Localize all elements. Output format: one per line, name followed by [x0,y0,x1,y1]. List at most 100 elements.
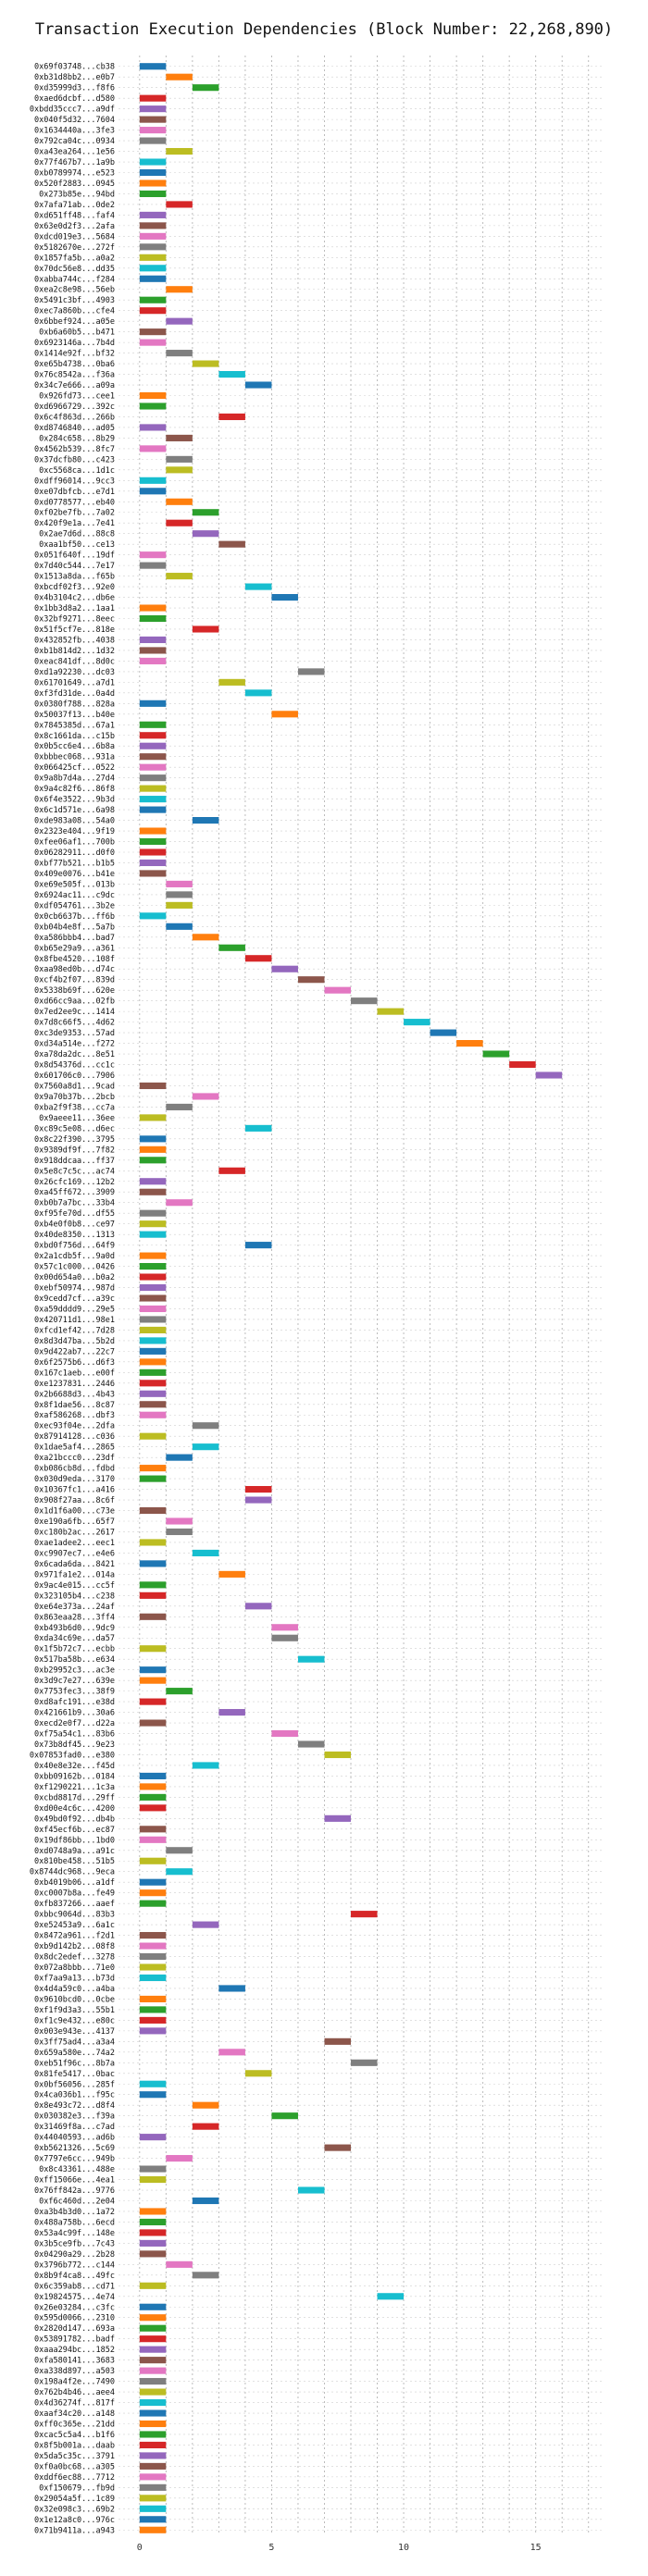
y-tick-label: 0x1f5b72c7...ecbb [34,1645,115,1654]
transaction-bar [139,2431,167,2438]
transaction-bar [166,2260,193,2268]
transaction-bar [166,573,193,580]
transaction-bar [139,1432,167,1440]
y-tick-label: 0xa78da2dc...8e51 [34,1050,115,1059]
transaction-bar [244,689,272,697]
x-tick-label: 5 [268,2543,274,2553]
transaction-bar [139,796,167,803]
y-tick-label: 0x49bd0f92...db4b [34,1814,115,1824]
transaction-bar [139,753,167,761]
y-tick-label: 0xc0007b8a...fe49 [34,1889,115,1899]
y-tick-label: 0x030d9eda...3170 [34,1475,115,1484]
y-tick-label: 0x40de8350...1313 [34,1231,115,1240]
y-tick-label: 0xf150679...fb9d [39,2483,115,2493]
transaction-bar [139,562,167,569]
y-tick-label: 0xba2f9f38...cc7a [34,1103,115,1112]
transaction-bar [139,211,167,218]
transaction-bar [139,127,167,134]
y-tick-label: 0x50037f13...b40e [34,711,115,720]
y-tick-label: 0x81fe5417...0bac [34,2070,115,2079]
y-tick-label: 0x61701649...a7d1 [34,678,115,687]
transaction-bar [166,1103,193,1110]
transaction-bar [166,286,193,293]
y-tick-label: 0x40e8e32e...f45d [34,1762,115,1771]
y-tick-label: 0x51f5cf7e...818e [34,625,115,635]
y-tick-label: 0xd00e4c6c...4200 [34,1804,115,1814]
transaction-bar [139,1719,167,1727]
transaction-bar [139,2134,167,2141]
transaction-bar [139,2398,167,2407]
y-tick-label: 0xb493b6d0...9dc9 [34,1624,115,1633]
y-tick-label: 0xa338d897...a503 [34,2367,115,2376]
y-tick-label: 0xec93f04e...2dfa [34,1422,115,1431]
transaction-bar [271,1624,298,1631]
y-tick-label: 0x517ba58b...e634 [34,1655,115,1665]
transaction-bar [139,222,167,229]
transaction-bar [244,2070,272,2077]
transaction-bar [139,1411,167,1418]
y-tick-label: 0x8e493c72...d8f4 [34,2101,115,2111]
transaction-bar [139,1231,167,1238]
transaction-bar [139,1666,167,1674]
grid [118,56,602,2535]
transaction-bar [324,2144,352,2151]
y-tick-label: 0xe1237831...2446 [34,1380,115,1389]
y-tick-label: 0xb4019b06...a1df [34,1878,115,1888]
y-tick-label: 0x863eaa28...3ff4 [34,1613,115,1622]
y-tick-label: 0x6c1d571e...6a98 [34,806,115,815]
transaction-bar [404,1019,430,1026]
transaction-bar [139,859,167,867]
y-tick-label: 0xd0748a9a...a91c [34,1847,115,1856]
transaction-bar [139,2420,167,2428]
transaction-bar [139,1146,167,1153]
y-tick-label: 0x8c43361...488e [39,2165,115,2174]
y-tick-label: 0x7797e6cc...949b [34,2155,115,2164]
y-tick-label: 0x4562b539...8fc7 [34,445,115,454]
y-tick-label: 0x198a4f2e...7490 [34,2378,115,2387]
transaction-bar [139,604,167,612]
transaction-bar [139,232,167,240]
y-tick-label: 0x57c1c000...0426 [34,1263,115,1272]
transaction-bar [139,1188,167,1195]
transaction-bar [139,2303,167,2310]
transaction-bar [139,1698,167,1705]
y-tick-label: 0x04290a29...2b28 [34,2250,115,2260]
y-tick-label: 0x63e0d2f3...2afa [34,222,115,231]
y-tick-label: 0x37dcfb80...c423 [34,455,115,464]
transaction-bar [297,2186,325,2194]
transaction-bar [139,1889,167,1897]
transaction-bar [377,1008,405,1015]
transaction-bar [139,2080,167,2087]
transaction-bar [139,2208,167,2215]
transaction-bar [139,1836,167,1843]
transaction-bar [166,1199,193,1207]
transaction-bar [271,965,298,972]
y-tick-label: 0x1d1f6a00...c73e [34,1507,115,1517]
transaction-bar [139,2452,167,2459]
y-tick-label: 0xddf6ec88...7712 [34,2473,115,2483]
transaction-bar [192,1422,219,1430]
y-tick-label: 0x2ae7d6d...88c8 [39,530,115,539]
y-tick-label: 0xe52453a9...6a1c [34,1921,115,1930]
y-tick-label: 0x3796b772...c144 [34,2260,115,2270]
transaction-bar [139,1804,167,1812]
y-tick-label: 0x5182670e...272f [34,243,115,253]
transaction-bar [139,488,167,495]
y-tick-label: 0xa59dddd9...29e5 [34,1305,115,1314]
y-tick-label: 0x8b9f4ca8...49fc [34,2272,115,2281]
y-tick-label: 0x0b5cc6e4...6b8a [34,742,115,751]
transaction-bar [139,1263,167,1270]
y-tick-label: 0x26e03284...c3fc [34,2303,115,2312]
y-tick-label: 0xb9d142b2...08f8 [34,1942,115,1951]
y-tick-label: 0xaa1bf50...ce13 [39,540,115,550]
y-tick-label: 0xb5621326...5c69 [34,2144,115,2153]
transaction-bar [218,1570,245,1578]
y-tick-label: 0xe07dbfcb...e7d1 [34,488,115,497]
y-tick-label: 0xb04b4e8f...5a7b [34,923,115,932]
y-tick-label: 0x520f2883...0945 [34,180,115,189]
y-tick-label: 0xdcd019e3...5684 [34,232,115,242]
transaction-bar [218,2049,245,2056]
transaction-bar [297,976,325,984]
y-tick-label: 0x8d3d47ba...5b2d [34,1337,115,1346]
y-tick-label: 0x040f5d32...7604 [34,116,115,125]
